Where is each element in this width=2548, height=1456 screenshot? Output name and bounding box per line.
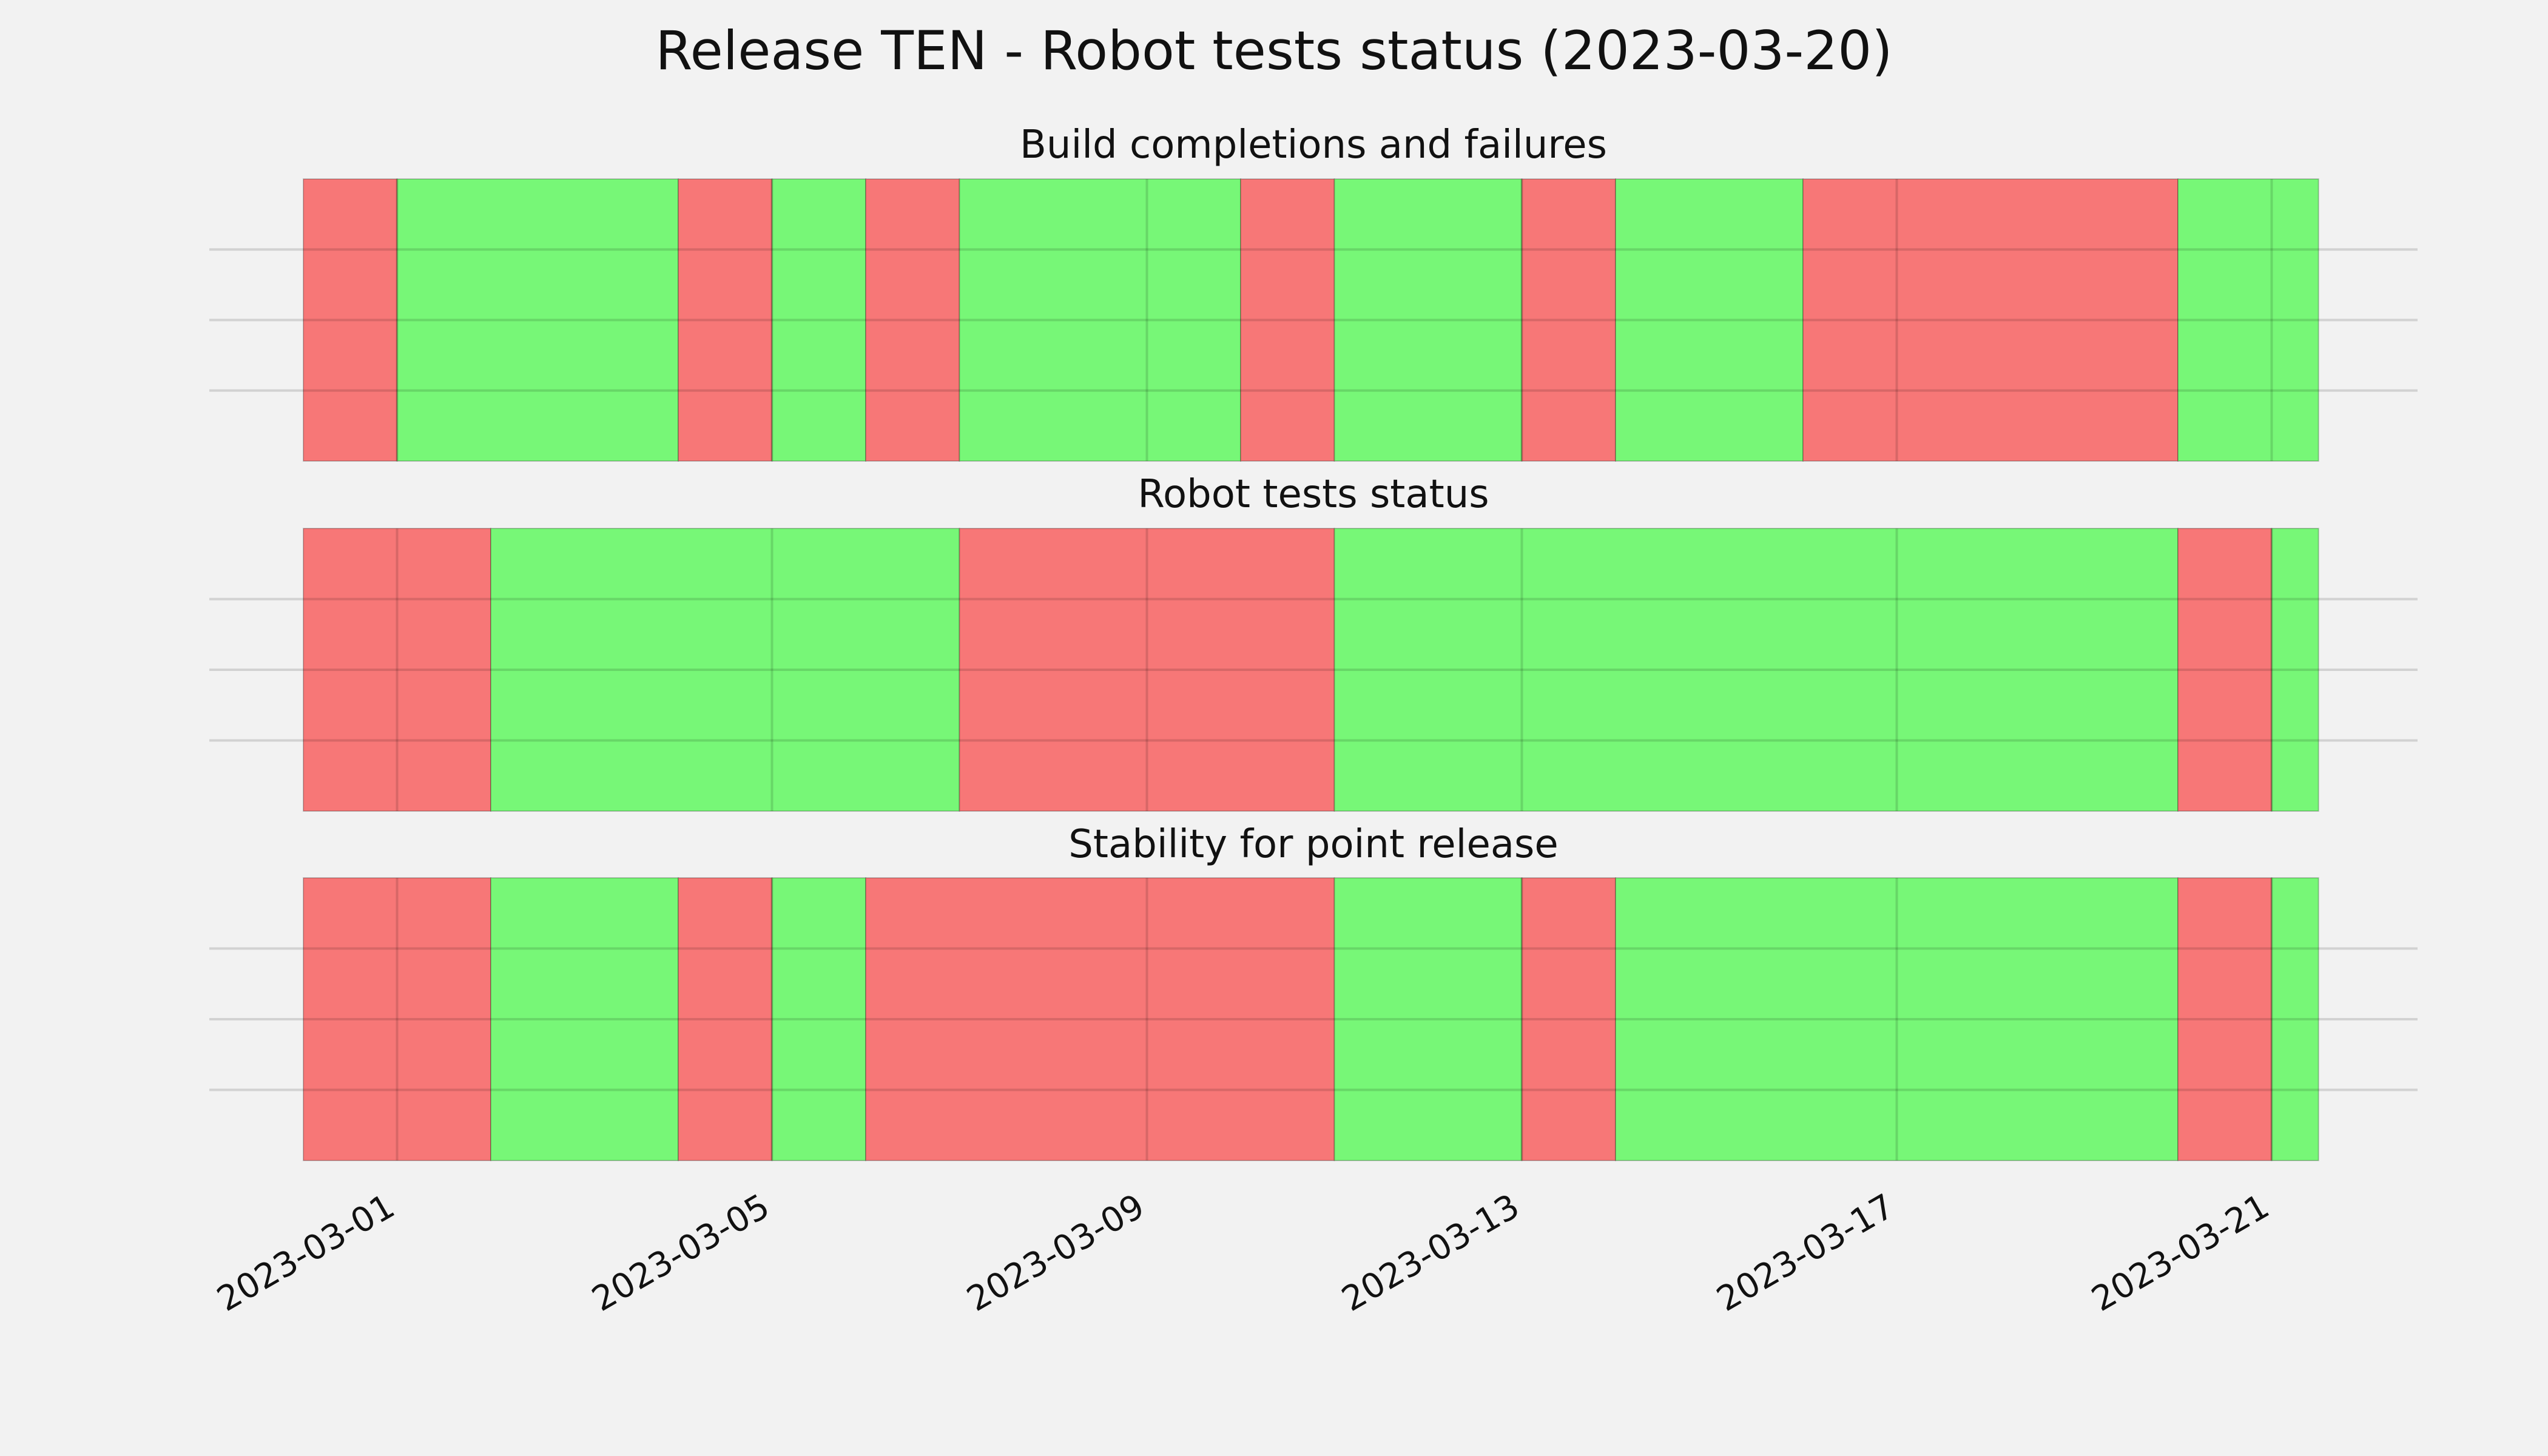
segment-fail	[1521, 877, 1616, 1161]
segment-fail	[2177, 877, 2273, 1161]
segment-pass	[1333, 528, 2179, 812]
segment-pass	[490, 877, 679, 1161]
segment-pass	[490, 528, 960, 812]
segment-fail	[1240, 178, 1335, 462]
segment-pass	[1615, 877, 2179, 1161]
segment-pass	[959, 178, 1241, 462]
segment-pass	[2177, 178, 2319, 462]
chart-title: Release TEN - Robot tests status (2023-0…	[655, 19, 1892, 82]
segment-fail	[303, 877, 491, 1161]
panel-title: Stability for point release	[1068, 822, 1559, 867]
segment-pass	[771, 178, 866, 462]
segment-pass	[2271, 528, 2319, 812]
panel-2: Robot tests status	[209, 472, 2418, 812]
segment-pass	[1333, 178, 1523, 462]
panel-title: Build completions and failures	[1020, 123, 1607, 167]
segment-fail	[303, 528, 491, 812]
segment-fail	[865, 178, 960, 462]
panel-3: Stability for point release	[209, 822, 2418, 1161]
segment-pass	[1333, 877, 1523, 1161]
segment-fail	[678, 877, 773, 1161]
segment-fail	[303, 178, 398, 462]
segment-fail	[1802, 178, 2179, 462]
segment-pass	[2271, 877, 2319, 1161]
segment-fail	[1521, 178, 1616, 462]
segment-fail	[959, 528, 1335, 812]
segment-fail	[678, 178, 773, 462]
segment-fail	[2177, 528, 2273, 812]
panel-title: Robot tests status	[1138, 472, 1489, 517]
panels: Build completions and failures Robot test…	[209, 123, 2418, 1161]
panel-1: Build completions and failures	[209, 123, 2418, 462]
segment-pass	[1615, 178, 1804, 462]
segment-fail	[865, 877, 1335, 1161]
segment-pass	[771, 877, 866, 1161]
